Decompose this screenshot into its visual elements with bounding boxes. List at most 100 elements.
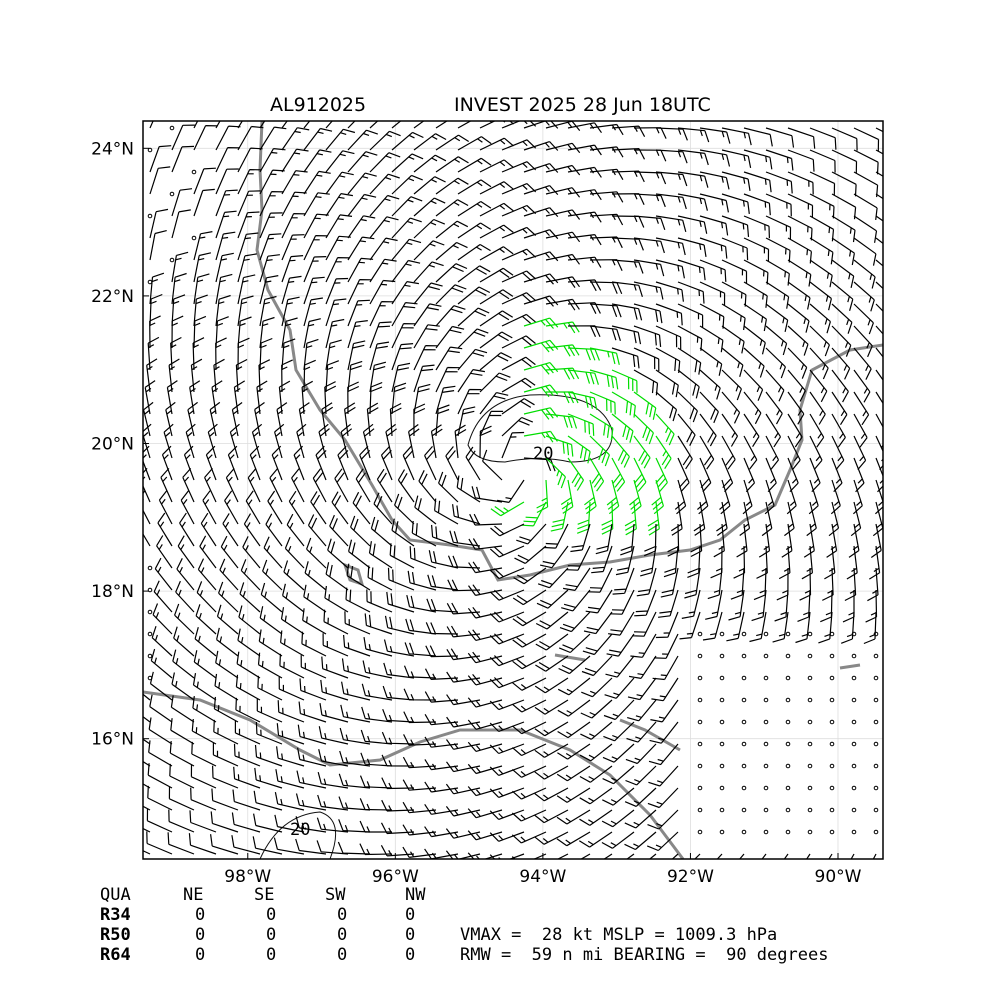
calm-marker xyxy=(851,675,857,681)
wind-barb xyxy=(189,380,201,415)
calm-marker xyxy=(829,741,835,747)
wind-barb xyxy=(316,817,349,833)
wind-barb xyxy=(490,501,525,517)
wind-barb xyxy=(338,773,371,789)
wind-barb xyxy=(157,512,173,547)
wind-barb xyxy=(633,215,666,230)
wind-barb xyxy=(182,468,195,503)
wind-barb xyxy=(567,369,599,385)
wind-barb xyxy=(235,697,261,723)
wind-barb xyxy=(427,574,459,591)
wind-barb xyxy=(853,413,868,448)
wind-barb xyxy=(360,729,393,745)
wind-barb xyxy=(611,215,645,228)
wind-barb xyxy=(831,303,853,334)
wind-barb xyxy=(567,144,602,156)
calm-marker xyxy=(697,675,703,681)
wind-barb xyxy=(697,479,709,515)
wind-barb xyxy=(369,279,396,305)
wind-barb xyxy=(413,403,426,437)
wind-barb xyxy=(739,853,745,859)
wind-barb xyxy=(831,259,855,289)
calm-marker xyxy=(829,763,835,769)
wind-barb xyxy=(589,391,616,415)
wind-barb xyxy=(655,325,682,350)
wind-barb xyxy=(413,345,438,371)
wind-barb xyxy=(189,810,217,833)
wind-barb xyxy=(655,215,687,233)
wind-barb xyxy=(231,812,261,833)
wind-barb xyxy=(647,809,679,830)
wind-barb xyxy=(352,491,371,525)
wind-barb xyxy=(215,125,241,151)
wind-barb xyxy=(848,523,860,558)
wind-barb xyxy=(536,479,549,514)
calm-marker xyxy=(719,785,725,791)
calm-marker xyxy=(829,785,835,791)
wind-barb xyxy=(154,557,173,591)
wind-barb xyxy=(446,716,481,728)
wind-barb xyxy=(165,401,176,437)
calm-marker xyxy=(697,785,703,791)
wind-barb xyxy=(719,479,731,515)
wind-barb xyxy=(300,655,327,679)
wind-barb xyxy=(434,498,459,525)
wind-barb xyxy=(254,402,265,437)
wind-barb xyxy=(699,369,721,400)
wind-barb xyxy=(489,809,525,820)
wind-barb xyxy=(280,607,305,635)
wind-barb xyxy=(820,589,833,623)
wind-barb xyxy=(765,171,793,194)
wind-barb xyxy=(193,188,215,217)
wind-barb xyxy=(677,259,706,281)
wind-barb xyxy=(655,237,686,256)
calm-marker xyxy=(741,697,747,703)
wind-barb xyxy=(655,149,688,164)
wind-barb xyxy=(317,771,349,789)
wind-barb xyxy=(787,413,803,448)
lat-tick-label: 16°N xyxy=(91,730,134,750)
wind-barb xyxy=(315,445,327,481)
wind-barb xyxy=(237,190,261,217)
wind-barb xyxy=(418,470,437,503)
wind-barb xyxy=(545,298,580,311)
wind-barb xyxy=(648,853,657,859)
wind-barb xyxy=(341,658,371,679)
wind-barb xyxy=(853,127,880,152)
contour-label: 20 xyxy=(290,820,310,840)
wind-barb xyxy=(875,259,883,267)
wind-barb xyxy=(258,629,283,657)
wind-barb xyxy=(255,721,283,745)
wind-barb xyxy=(579,765,613,783)
wind-barb xyxy=(806,853,811,859)
wind-barb xyxy=(677,325,703,351)
wind-barb xyxy=(318,423,330,459)
wind-barb xyxy=(567,234,602,246)
wind-barb xyxy=(149,121,154,129)
wind-barb xyxy=(193,167,216,195)
wind-barb xyxy=(749,611,767,643)
wind-barb xyxy=(148,717,173,745)
wind-barb xyxy=(215,294,231,327)
wind-barb xyxy=(171,188,193,217)
wind-barb xyxy=(446,739,481,750)
wind-barb xyxy=(468,538,503,550)
wind-barb xyxy=(303,121,311,129)
wind-barb xyxy=(611,303,643,321)
wind-barb xyxy=(347,193,377,217)
wind-barb xyxy=(386,591,415,613)
wind-barb xyxy=(407,570,437,591)
wind-barb xyxy=(787,391,805,425)
wind-barb xyxy=(705,589,723,620)
wind-barb xyxy=(171,209,191,239)
wind-barb xyxy=(210,811,239,833)
island xyxy=(342,562,861,752)
wind-barb xyxy=(534,831,569,845)
wind-barb xyxy=(787,193,814,218)
wind-barb xyxy=(557,699,591,717)
wind-barb xyxy=(489,589,525,601)
table-cell: 0 xyxy=(195,925,205,945)
calm-marker xyxy=(829,829,835,835)
wind-barb xyxy=(210,834,239,855)
wind-barb xyxy=(149,272,165,305)
